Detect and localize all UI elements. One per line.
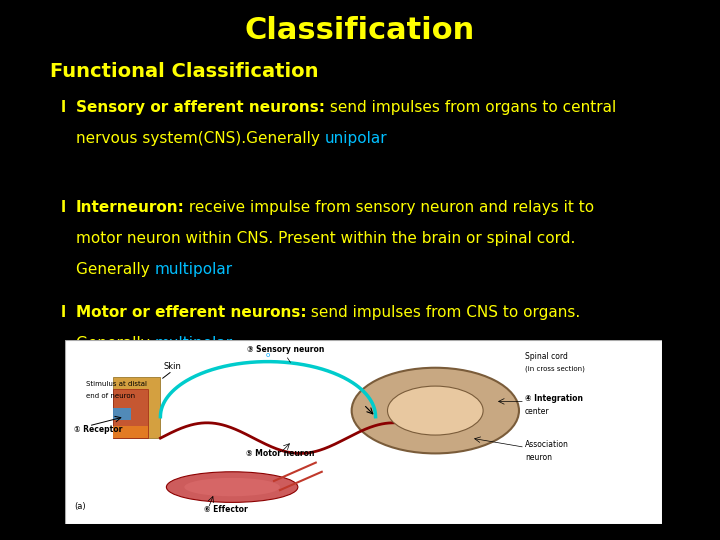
- Text: Skin: Skin: [163, 362, 181, 371]
- Text: Sensory or afferent neurons:: Sensory or afferent neurons:: [76, 100, 325, 115]
- Ellipse shape: [184, 478, 280, 496]
- Text: receive impulse from sensory neuron and relays it to: receive impulse from sensory neuron and …: [184, 200, 595, 215]
- Text: Motor or efferent neurons:: Motor or efferent neurons:: [76, 305, 306, 320]
- Text: (a): (a): [73, 502, 86, 510]
- Text: Classification: Classification: [245, 16, 475, 45]
- Text: nervous system(CNS).Generally: nervous system(CNS).Generally: [76, 131, 324, 146]
- Polygon shape: [112, 389, 148, 438]
- Text: Interneuron:: Interneuron:: [76, 200, 184, 215]
- Text: Spinal cord: Spinal cord: [525, 352, 568, 361]
- Text: Association: Association: [525, 440, 569, 449]
- Circle shape: [351, 368, 519, 454]
- Text: l: l: [61, 100, 66, 115]
- Text: motor neuron within CNS. Present within the brain or spinal cord.: motor neuron within CNS. Present within …: [76, 231, 575, 246]
- Text: ③ Sensory neuron: ③ Sensory neuron: [247, 346, 325, 354]
- Text: center: center: [525, 407, 549, 416]
- Text: ④ Integration: ④ Integration: [525, 394, 583, 403]
- Text: o: o: [266, 352, 270, 358]
- Text: end of neuron: end of neuron: [86, 393, 135, 400]
- Text: (in cross section): (in cross section): [525, 366, 585, 372]
- Text: l: l: [61, 200, 66, 215]
- Text: Functional Classification: Functional Classification: [50, 62, 319, 81]
- Text: Stimulus at distal: Stimulus at distal: [86, 381, 147, 387]
- Polygon shape: [112, 408, 130, 420]
- Text: Generally: Generally: [76, 262, 154, 278]
- Polygon shape: [112, 377, 161, 438]
- Ellipse shape: [166, 472, 298, 502]
- Text: multipolar: multipolar: [154, 262, 233, 278]
- Text: multipolar: multipolar: [154, 336, 233, 352]
- Text: send impulses from organs to central: send impulses from organs to central: [325, 100, 616, 115]
- Text: unipolar: unipolar: [324, 131, 387, 146]
- Polygon shape: [112, 426, 148, 438]
- Text: send impulses from CNS to organs.: send impulses from CNS to organs.: [306, 305, 580, 320]
- Text: ① Receptor: ① Receptor: [73, 425, 122, 434]
- Circle shape: [387, 386, 483, 435]
- Text: neuron: neuron: [525, 453, 552, 462]
- Text: ⑥ Effector: ⑥ Effector: [204, 504, 248, 514]
- Text: l: l: [61, 305, 66, 320]
- Text: ⑤ Motor neuron: ⑤ Motor neuron: [246, 449, 314, 458]
- Text: Generally: Generally: [76, 336, 154, 352]
